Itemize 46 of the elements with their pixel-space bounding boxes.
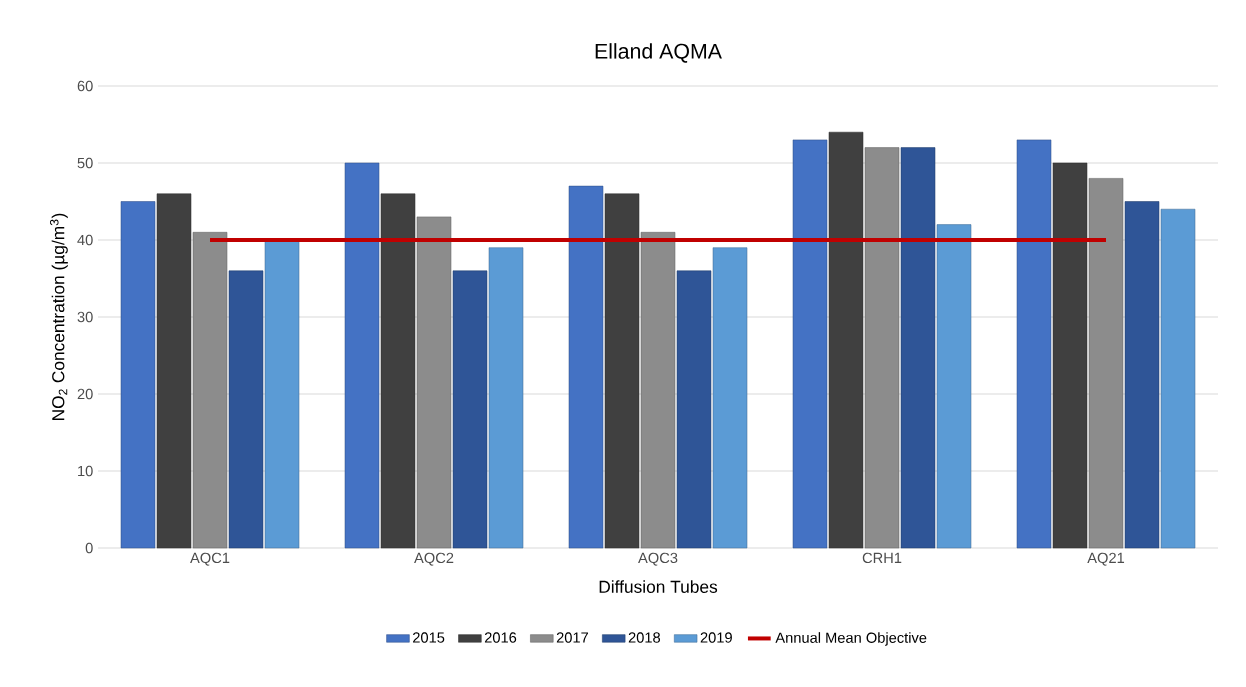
y-tick-label: 10 — [78, 465, 93, 477]
bar — [228, 270, 264, 549]
y-tick-label: 50 — [77, 157, 93, 169]
y-tick-label: 30 — [77, 311, 93, 323]
bar — [936, 224, 972, 549]
x-tick-label: AQC2 — [414, 552, 454, 566]
bar — [1016, 139, 1052, 549]
x-tick-label: AQC3 — [638, 552, 678, 566]
bar — [604, 193, 640, 549]
y-tick-label: 60 — [77, 80, 93, 92]
y-tick-label: 40 — [77, 234, 93, 246]
bar — [120, 201, 156, 549]
x-tick-label: CRH1 — [862, 552, 902, 564]
bar — [1052, 162, 1088, 549]
legend-label: 2015 — [413, 632, 445, 643]
legend-label: 2018 — [628, 632, 661, 643]
bar — [1160, 208, 1196, 549]
bar — [640, 232, 676, 549]
y-tick-label: 0 — [85, 542, 93, 554]
x-axis-title: Diffusion Tubes — [599, 580, 718, 593]
bar — [792, 139, 828, 549]
bar — [1088, 178, 1124, 549]
legend-label: 2019 — [700, 632, 732, 643]
bar — [900, 147, 936, 549]
x-tick-label: AQC1 — [190, 552, 230, 566]
legend-label: Annual Mean Objective — [775, 632, 927, 646]
x-tick-label: AQ21 — [1087, 552, 1125, 566]
bar — [488, 247, 524, 549]
bar — [264, 239, 300, 549]
bar — [344, 162, 380, 549]
bar — [452, 270, 488, 549]
y-tick-label: 20 — [77, 388, 93, 400]
legend-label: 2016 — [484, 632, 517, 643]
bar — [864, 147, 900, 549]
legend-label: 2017 — [556, 632, 589, 643]
bar — [1124, 201, 1160, 549]
bar — [192, 232, 228, 549]
y-axis-title: NO$_{2}$ Concentration (µg/m$^{3}$) — [49, 213, 68, 420]
bar — [676, 270, 712, 549]
chart-title: Elland AQMA — [595, 43, 722, 63]
bar — [712, 247, 748, 549]
bar — [828, 131, 864, 549]
bar — [416, 216, 452, 549]
bar — [568, 185, 604, 549]
bar — [156, 193, 192, 549]
bar — [380, 193, 416, 549]
